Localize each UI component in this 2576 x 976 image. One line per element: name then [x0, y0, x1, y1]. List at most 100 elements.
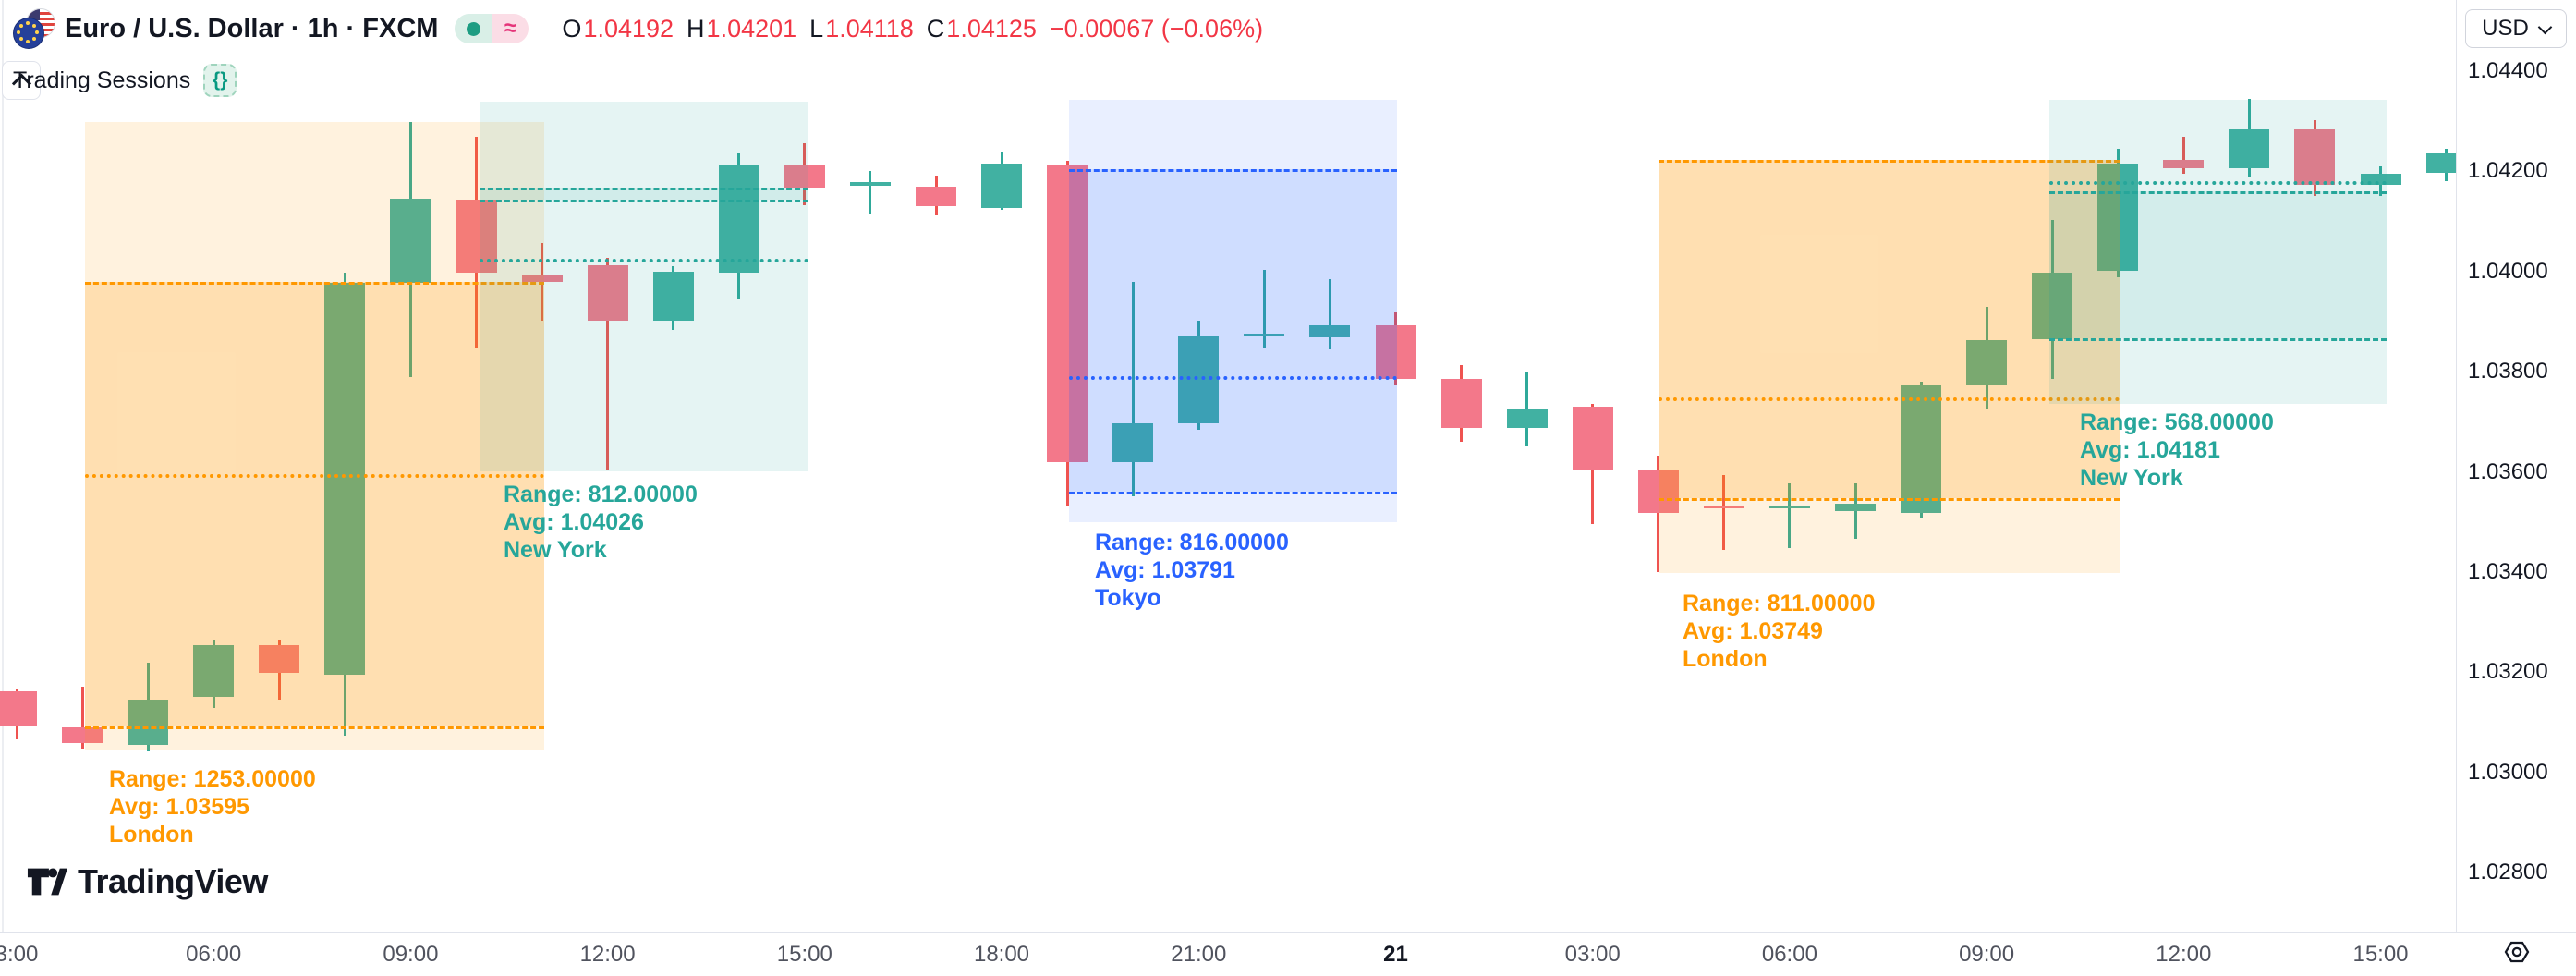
realtime-status-half [455, 14, 492, 43]
candle-body [784, 165, 825, 188]
eu-star [32, 37, 37, 42]
delayed-data-icon: ≈ [492, 14, 529, 43]
time-axis-label: 03:00 [1564, 942, 1621, 967]
candle-layer [0, 98, 2456, 751]
candle-body [981, 163, 1022, 208]
candle-body [1966, 340, 2008, 385]
candle-body [2163, 159, 2205, 169]
tradingview-logo-text: TradingView [78, 862, 268, 900]
candle-wick [606, 257, 610, 470]
session-name: New York [504, 537, 607, 563]
candle-body [1375, 324, 1416, 379]
time-axis[interactable]: 3:00 06:00 09:00 12:00 15:00 18:00 21:00 21 03:0… [0, 932, 2576, 976]
candle-body [1112, 422, 1154, 462]
session-name: London [1683, 646, 1768, 672]
candle-wick [1131, 281, 1135, 496]
axis-settings-button[interactable] [2498, 932, 2535, 972]
candle-body [2294, 128, 2336, 186]
realtime-dot-icon [466, 21, 480, 36]
session-average-line [85, 474, 544, 479]
session-box-london [1659, 159, 2120, 574]
source-code-icon[interactable]: {} [203, 64, 237, 97]
session-range-value: Range: 811.00000 [1683, 591, 1876, 616]
session-open-line [2049, 337, 2387, 341]
candle-body [193, 645, 235, 697]
session-box-new-york [2049, 99, 2387, 405]
session-label: Range: 1253.00000 Avg: 1.03595 London [109, 765, 316, 848]
session-close-line [85, 282, 544, 286]
time-axis-label: 21:00 [1171, 942, 1227, 967]
tradingview-logo-icon [27, 868, 67, 896]
session-label: Range: 812.00000 Avg: 1.04026 New York [504, 481, 698, 564]
price-axis-label: 1.03000 [2468, 759, 2548, 785]
session-open-line [480, 199, 808, 202]
session-label: Range: 816.00000 Avg: 1.03791 Tokyo [1095, 529, 1289, 612]
eu-star [17, 30, 20, 34]
candle-body [2032, 272, 2073, 339]
eu-flag-icon [13, 18, 44, 49]
session-avg-value: Avg: 1.04181 [2080, 437, 2220, 463]
time-axis-label: 09:00 [1959, 942, 2015, 967]
indicator-row[interactable]: Trading Sessions {} [13, 63, 1263, 98]
candle-wick [541, 243, 544, 321]
chevron-down-icon [2537, 19, 2553, 34]
session-avg-value: Avg: 1.03791 [1095, 557, 1235, 583]
session-open-close-range [1659, 159, 2120, 498]
price-axis-label: 1.02800 [2468, 860, 2548, 885]
price-axis-label: 1.04000 [2468, 258, 2548, 284]
candle-body [1703, 505, 1744, 509]
pane-left-edge [2, 0, 4, 932]
session-average-line [480, 258, 808, 262]
session-name: New York [2080, 465, 2183, 491]
session-open-close-range [480, 187, 808, 200]
candle-body [259, 645, 300, 673]
symbol-title-row: Euro / U.S. Dollar · 1h · FXCM ≈ O 1.0419… [13, 7, 1263, 50]
price-axis-label: 1.03200 [2468, 659, 2548, 685]
collapse-legend-button[interactable] [2, 61, 41, 100]
currency-label: USD [2482, 16, 2529, 41]
eu-star [32, 23, 37, 28]
session-range-value: Range: 816.00000 [1095, 530, 1289, 555]
candle-body [390, 199, 431, 284]
market-status-pill[interactable]: ≈ [455, 14, 529, 43]
time-axis-label: 15:00 [2352, 942, 2409, 967]
candle-wick [80, 687, 84, 749]
session-open-close-range [1069, 168, 1397, 493]
time-axis-label: 12:00 [579, 942, 636, 967]
session-range-value: Range: 1253.00000 [109, 766, 316, 792]
time-axis-label: 12:00 [2156, 942, 2212, 967]
ohlc-value: 1.04125 [946, 14, 1037, 43]
candle-body [1309, 324, 1351, 337]
session-close-line [480, 187, 808, 190]
ohlc-value: 1.04192 [583, 14, 674, 43]
eu-star [26, 40, 30, 43]
currency-dropdown[interactable]: USD [2465, 9, 2567, 48]
indicator-name[interactable]: Trading Sessions [13, 67, 191, 93]
session-avg-value: Avg: 1.03749 [1683, 618, 1823, 644]
time-axis-label: 09:00 [383, 942, 439, 967]
candle-body [1768, 505, 1810, 508]
candle-body [1440, 378, 1482, 428]
chart-legend: Euro / U.S. Dollar · 1h · FXCM ≈ O 1.0419… [13, 7, 1263, 98]
candle-body [1835, 503, 1876, 511]
tradingview-logo[interactable]: TradingView [26, 861, 268, 902]
gear-icon [2504, 941, 2530, 963]
eurusd-pair-icon [13, 8, 55, 49]
candle-body [1244, 334, 1285, 337]
price-axis[interactable]: 1.04242 1.04125 33:29 1.044001.042001.04… [2456, 0, 2576, 932]
candle-body [0, 691, 37, 726]
candle-body [62, 727, 103, 743]
session-name: Tokyo [1095, 585, 1161, 611]
time-axis-label: 06:00 [186, 942, 242, 967]
candle-body [652, 271, 694, 321]
session-box-new-york [480, 102, 808, 471]
price-change: −0.00067 (−0.06%) [1049, 14, 1264, 43]
candle-wick [2181, 136, 2185, 174]
symbol-title[interactable]: Euro / U.S. Dollar · 1h · FXCM [65, 13, 439, 43]
session-average-line [1069, 376, 1397, 381]
chart-pane[interactable]: Range: 1253.00000 Avg: 1.03595 London Range… [0, 0, 2456, 932]
candle-body [2425, 152, 2456, 173]
ohlc-key: C [926, 14, 945, 43]
candle-body [587, 264, 628, 321]
